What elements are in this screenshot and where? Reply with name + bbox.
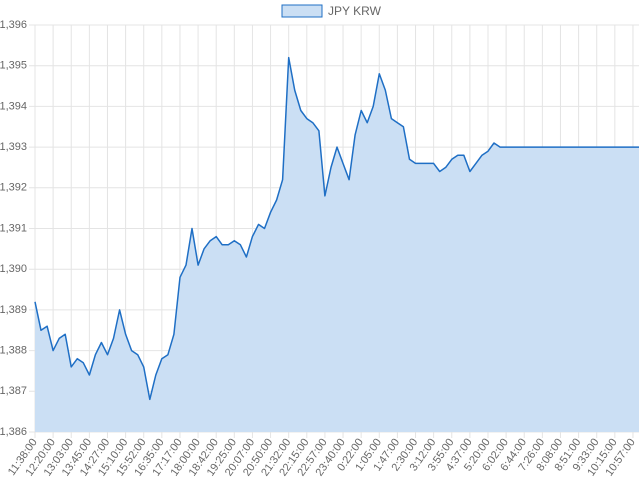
y-tick-label: 1,393	[0, 141, 27, 153]
y-tick-label: 1,395	[0, 60, 27, 72]
y-tick-label: 1,387	[0, 385, 27, 397]
y-tick-label: 1,394	[0, 100, 27, 112]
line	[34, 56, 639, 401]
legend-swatch	[281, 4, 323, 18]
y-tick-label: 1,391	[0, 222, 27, 234]
y-tick-label: 1,392	[0, 182, 27, 194]
y-tick-label: 1,396	[0, 19, 27, 31]
y-tick-label: 1,389	[0, 304, 27, 316]
legend-label: JPY KRW	[328, 4, 382, 18]
y-tick-label: 1,386	[0, 426, 27, 438]
y-tick-label: 1,388	[0, 345, 27, 357]
y-tick-label: 1,390	[0, 263, 27, 275]
